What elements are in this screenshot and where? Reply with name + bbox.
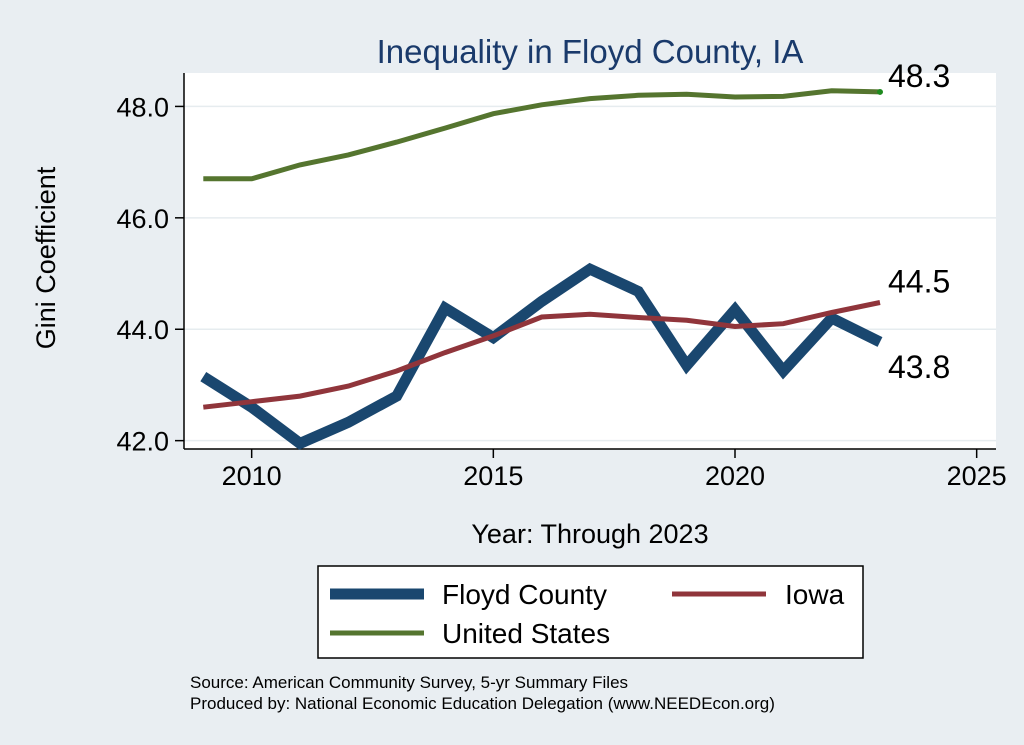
x-tick-label: 2010: [222, 461, 282, 491]
x-tick-label: 2025: [947, 461, 1007, 491]
legend: Floyd County Iowa United States: [317, 565, 864, 659]
legend-box: [317, 565, 864, 659]
series-end-labels: 43.8 44.5 48.3: [877, 58, 950, 385]
producer-note: Produced by: National Economic Education…: [190, 694, 775, 713]
legend-label-iowa: Iowa: [785, 579, 845, 610]
series-line-iowa: [203, 300, 881, 410]
legend-label-united-states: United States: [442, 618, 610, 649]
series-line-floyd-county: [200, 262, 883, 450]
y-tick-label: 48.0: [116, 92, 169, 122]
x-tick-label: 2015: [463, 461, 523, 491]
y-axis-label: Gini Coefficient: [31, 166, 61, 349]
y-tick-label: 46.0: [116, 204, 169, 234]
y-tick-label: 42.0: [116, 427, 169, 457]
y-tick-label: 44.0: [116, 315, 169, 345]
x-tick-label: 2020: [705, 461, 765, 491]
x-axis-ticks: 2010 2015 2020 2025: [222, 449, 1007, 491]
x-axis-label: Year: Through 2023: [471, 519, 708, 549]
plot-area: [184, 73, 996, 449]
chart-title: Inequality in Floyd County, IA: [377, 33, 804, 70]
end-label-united-states: 48.3: [888, 58, 950, 94]
source-note: Source: American Community Survey, 5-yr …: [190, 673, 628, 692]
y-axis-ticks: 42.0 44.0 46.0 48.0: [116, 92, 184, 457]
end-label-iowa: 44.5: [888, 263, 950, 299]
series-lines: [200, 88, 883, 450]
end-label-floyd-county: 43.8: [888, 349, 950, 385]
end-marker-united-states: [877, 88, 883, 95]
series-line-united-states: [203, 88, 881, 182]
legend-label-floyd-county: Floyd County: [442, 579, 607, 610]
